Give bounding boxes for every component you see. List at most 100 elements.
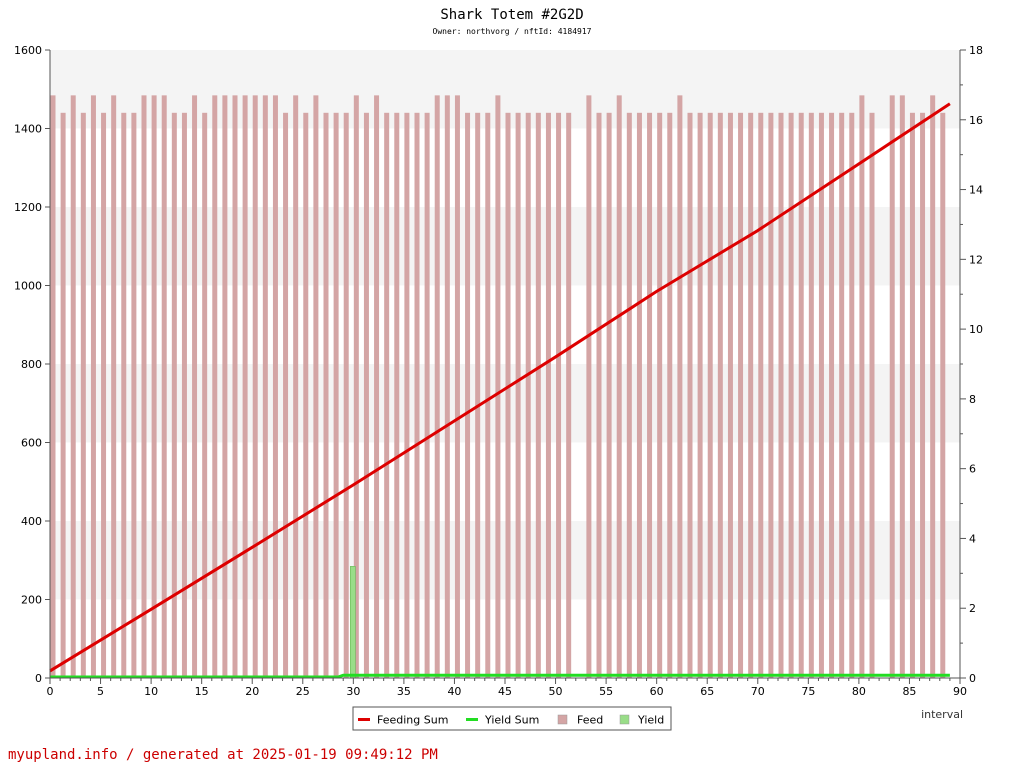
feed-bar: [414, 112, 420, 679]
feed-bar: [141, 95, 147, 679]
left-tick-label: 1400: [14, 123, 42, 136]
right-tick-label: 2: [969, 602, 976, 615]
legend-label-yield: Yield: [637, 714, 664, 727]
feed-bar: [566, 112, 572, 679]
feed-bar: [778, 112, 784, 679]
feed-bar: [222, 95, 228, 679]
right-tick-label: 16: [969, 114, 983, 127]
grid-band: [50, 364, 960, 443]
legend-box: [352, 706, 672, 731]
feed-bar: [515, 112, 521, 679]
feed-bar: [505, 112, 511, 679]
feed-bar: [636, 112, 642, 679]
feed-bar: [909, 112, 915, 679]
grid-band: [50, 521, 960, 600]
feed-bar: [343, 112, 349, 679]
x-tick-label: 0: [47, 685, 54, 698]
feed-bar: [920, 112, 926, 679]
feed-bar: [839, 112, 845, 679]
x-tick-label: 5: [97, 685, 104, 698]
feed-bar: [849, 112, 855, 679]
feed-bar: [616, 95, 622, 679]
feed-bar: [940, 112, 946, 679]
feed-bar: [111, 95, 117, 679]
feed-bar: [556, 112, 562, 679]
feed-bar: [272, 95, 278, 679]
legend: Feeding Sum Yield Sum Feed Yield: [352, 706, 672, 731]
feed-bar: [424, 112, 430, 679]
feed-bar: [485, 112, 491, 679]
lines: [49, 102, 951, 679]
legend-swatch-yield: [619, 714, 630, 725]
feed-bar: [242, 95, 248, 679]
legend-label-yield-sum: Yield Sum: [484, 714, 539, 727]
feed-bar: [313, 95, 319, 679]
x-tick-label: 10: [144, 685, 158, 698]
x-tick-label: 80: [852, 685, 866, 698]
x-tick-label: 90: [953, 685, 967, 698]
feed-bar: [475, 112, 481, 679]
feed-bar: [121, 112, 127, 679]
feed-bar: [70, 95, 76, 679]
feed-bar: [465, 112, 471, 679]
feed-bar: [647, 112, 653, 679]
feed-bar: [181, 112, 187, 679]
feed-bar: [202, 112, 208, 679]
chart-title: Shark Totem #2G2D: [440, 7, 583, 23]
feed-bar: [667, 112, 673, 679]
feed-bar: [212, 95, 218, 679]
legend-swatch-feed: [557, 714, 568, 725]
grid-band: [50, 207, 960, 286]
feed-bar: [171, 112, 177, 679]
feed-bar: [323, 112, 329, 679]
feed-bar: [262, 95, 268, 679]
right-tick-label: 14: [969, 184, 983, 197]
x-tick-label: 50: [549, 685, 563, 698]
feed-bar: [444, 95, 450, 679]
feed-bar: [374, 95, 380, 679]
feed-bar: [677, 95, 683, 679]
left-tick-label: 200: [21, 594, 42, 607]
grid-band: [50, 285, 960, 364]
feed-bar: [606, 112, 612, 679]
footer-credit: myupland.info / generated at 2025-01-19 …: [8, 747, 438, 763]
feed-bar: [596, 112, 602, 679]
background-bands: [50, 50, 960, 678]
x-tick-label: 60: [650, 685, 664, 698]
feed-bar: [353, 95, 359, 679]
grid-band: [50, 50, 960, 129]
x-tick-label: 20: [245, 685, 259, 698]
x-tick-label: 35: [397, 685, 411, 698]
right-tick-label: 4: [969, 532, 976, 545]
right-tick-label: 10: [969, 323, 983, 336]
yield-bar: [350, 566, 356, 679]
right-tick-label: 8: [969, 393, 976, 406]
x-tick-label: 70: [751, 685, 765, 698]
feed-bar: [454, 95, 460, 679]
x-tick-label: 15: [195, 685, 209, 698]
feed-bar: [495, 95, 501, 679]
feed-bar: [131, 112, 137, 679]
left-tick-label: 400: [21, 515, 42, 528]
right-tick-label: 0: [969, 672, 976, 685]
feed-bar: [90, 95, 96, 679]
feed-bar: [738, 112, 744, 679]
legend-label-feed: Feed: [577, 714, 603, 727]
left-tick-label: 800: [21, 358, 42, 371]
feed-bar: [626, 112, 632, 679]
x-tick-label: 45: [498, 685, 512, 698]
feed-bar: [859, 95, 865, 679]
left-tick-label: 600: [21, 437, 42, 450]
tick-labels: 0200400600800100012001400160002468101214…: [14, 44, 983, 698]
feed-bar: [363, 112, 369, 679]
x-tick-label: 30: [346, 685, 360, 698]
feed-bar: [869, 112, 875, 679]
feed-bar: [434, 95, 440, 679]
legend-label-feeding-sum: Feeding Sum: [377, 714, 448, 727]
feed-bar: [404, 112, 410, 679]
right-tick-label: 12: [969, 253, 983, 266]
feed-bar: [151, 95, 157, 679]
grid-band: [50, 599, 960, 678]
feed-bar: [829, 112, 835, 679]
feed-bar: [586, 95, 592, 679]
